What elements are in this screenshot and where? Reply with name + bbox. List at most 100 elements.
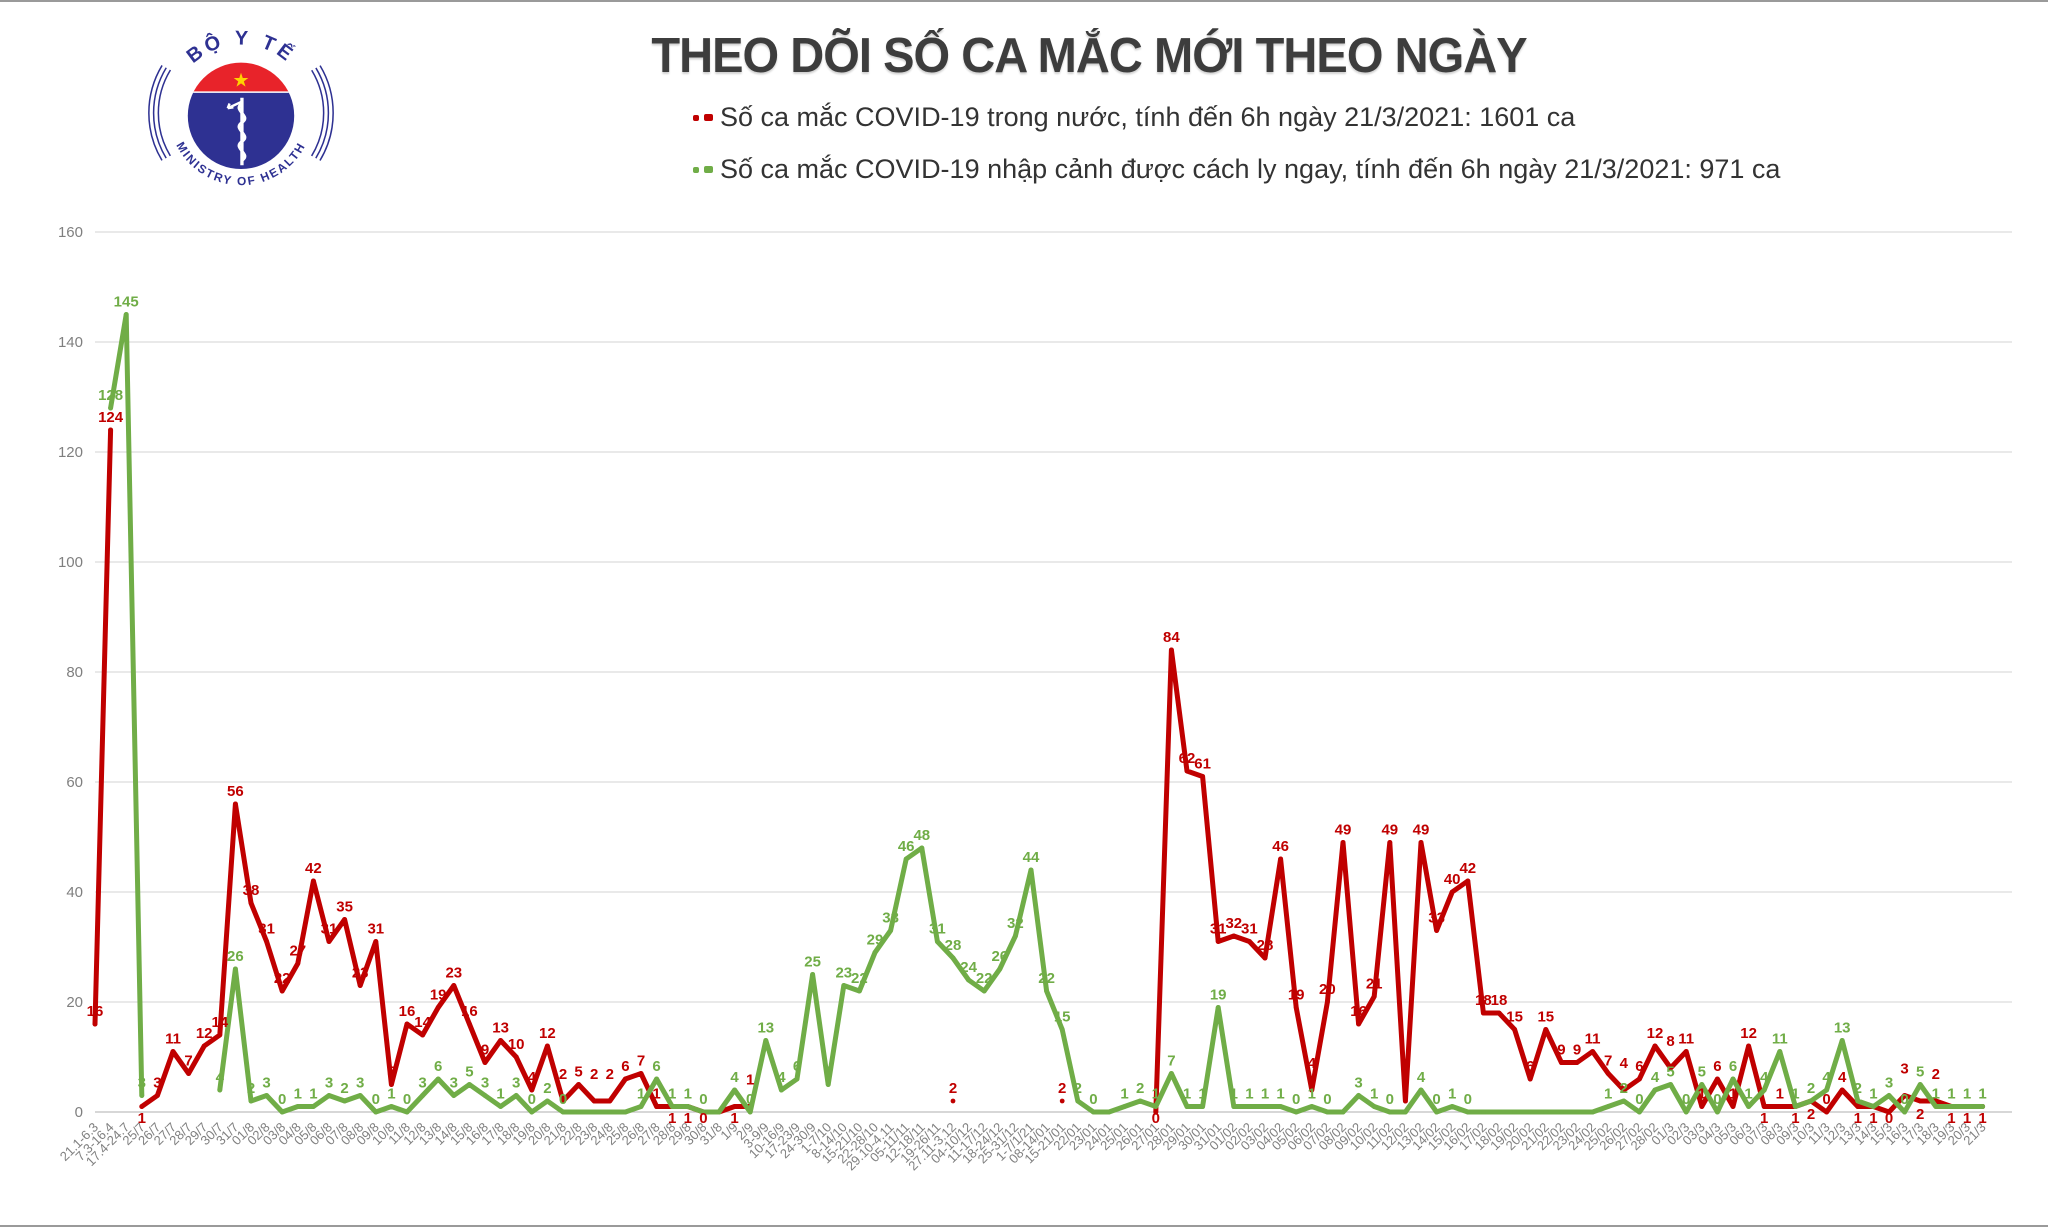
series-line-domestic bbox=[92, 427, 1986, 1115]
svg-text:2: 2 bbox=[1807, 1106, 1815, 1123]
svg-text:3: 3 bbox=[450, 1075, 458, 1092]
svg-text:16: 16 bbox=[461, 1003, 478, 1020]
svg-text:0: 0 bbox=[1089, 1091, 1097, 1108]
svg-text:0: 0 bbox=[1682, 1091, 1690, 1108]
svg-text:1: 1 bbox=[1120, 1086, 1128, 1103]
svg-text:1: 1 bbox=[1604, 1086, 1612, 1103]
svg-text:1: 1 bbox=[1869, 1110, 1877, 1127]
svg-text:1: 1 bbox=[1308, 1086, 1316, 1103]
svg-text:15: 15 bbox=[1537, 1009, 1554, 1026]
svg-text:1: 1 bbox=[1183, 1086, 1191, 1103]
svg-text:1: 1 bbox=[1791, 1110, 1799, 1127]
svg-text:35: 35 bbox=[336, 899, 353, 916]
svg-text:0: 0 bbox=[746, 1091, 754, 1108]
svg-text:31: 31 bbox=[1241, 921, 1258, 938]
svg-text:4: 4 bbox=[777, 1069, 786, 1086]
svg-text:0: 0 bbox=[1323, 1091, 1331, 1108]
svg-text:2: 2 bbox=[1807, 1080, 1815, 1097]
svg-text:0: 0 bbox=[699, 1091, 707, 1108]
svg-text:4: 4 bbox=[1838, 1069, 1847, 1086]
svg-text:0: 0 bbox=[372, 1091, 380, 1108]
svg-text:4: 4 bbox=[1308, 1055, 1317, 1072]
svg-text:11: 11 bbox=[1585, 1031, 1601, 1048]
svg-text:1: 1 bbox=[1276, 1086, 1284, 1103]
svg-text:6: 6 bbox=[652, 1058, 660, 1075]
domestic-series-marker-icon bbox=[693, 114, 713, 121]
svg-text:1: 1 bbox=[1978, 1110, 1986, 1127]
legend-item-imported: Số ca mắc COVID-19 nhập cảnh được cách l… bbox=[693, 154, 1780, 185]
svg-text:23: 23 bbox=[352, 965, 369, 982]
svg-text:1: 1 bbox=[1776, 1086, 1784, 1103]
svg-text:3: 3 bbox=[1900, 1061, 1908, 1078]
svg-text:25: 25 bbox=[804, 954, 821, 971]
svg-text:5: 5 bbox=[1666, 1064, 1674, 1081]
svg-text:18: 18 bbox=[1491, 992, 1508, 1009]
svg-text:0: 0 bbox=[1635, 1091, 1643, 1108]
svg-text:2: 2 bbox=[1136, 1080, 1144, 1097]
svg-text:4: 4 bbox=[528, 1069, 537, 1086]
svg-text:5: 5 bbox=[1916, 1064, 1924, 1081]
svg-text:42: 42 bbox=[1459, 860, 1476, 877]
svg-text:2: 2 bbox=[1854, 1080, 1862, 1097]
svg-text:1: 1 bbox=[1230, 1086, 1238, 1103]
x-axis-labels: 21.1-6.37.3-16.417.4-24.725/726/727/728/… bbox=[57, 1120, 1989, 1174]
svg-text:32: 32 bbox=[1007, 915, 1024, 932]
svg-text:1: 1 bbox=[1963, 1110, 1971, 1127]
svg-text:1: 1 bbox=[309, 1086, 317, 1103]
legend-label-imported: Số ca mắc COVID-19 nhập cảnh được cách l… bbox=[720, 154, 1781, 184]
svg-text:20: 20 bbox=[1319, 981, 1336, 998]
svg-text:0: 0 bbox=[403, 1091, 411, 1108]
svg-text:44: 44 bbox=[1023, 849, 1040, 866]
svg-text:13: 13 bbox=[492, 1020, 509, 1037]
svg-text:2: 2 bbox=[949, 1080, 957, 1097]
svg-text:4: 4 bbox=[730, 1069, 739, 1086]
svg-text:1: 1 bbox=[668, 1110, 676, 1127]
svg-text:31: 31 bbox=[258, 921, 275, 938]
svg-text:1: 1 bbox=[1963, 1086, 1971, 1103]
svg-text:32: 32 bbox=[1225, 915, 1242, 932]
svg-text:1: 1 bbox=[1947, 1086, 1955, 1103]
svg-text:0: 0 bbox=[528, 1091, 536, 1108]
y-tick-label: 100 bbox=[58, 554, 83, 571]
svg-text:9: 9 bbox=[481, 1042, 489, 1059]
svg-text:3: 3 bbox=[138, 1075, 146, 1092]
svg-text:1: 1 bbox=[1947, 1110, 1955, 1127]
svg-text:6: 6 bbox=[793, 1058, 801, 1075]
svg-text:13: 13 bbox=[1834, 1020, 1851, 1037]
svg-text:2: 2 bbox=[543, 1080, 551, 1097]
svg-text:2: 2 bbox=[1916, 1106, 1924, 1123]
svg-text:46: 46 bbox=[1272, 838, 1289, 855]
logo-decorative-arcs bbox=[148, 20, 334, 206]
svg-text:21: 21 bbox=[1366, 976, 1383, 993]
ministry-of-health-logo: BỘ Y TẾ MINISTRY OF HEALTH ★ bbox=[148, 20, 334, 206]
svg-text:1: 1 bbox=[1448, 1086, 1456, 1103]
y-tick-label: 0 bbox=[75, 1104, 83, 1121]
svg-text:2: 2 bbox=[606, 1066, 614, 1083]
svg-text:40: 40 bbox=[1444, 871, 1461, 888]
svg-text:6: 6 bbox=[621, 1058, 629, 1075]
svg-text:0: 0 bbox=[699, 1110, 707, 1127]
svg-text:6: 6 bbox=[434, 1058, 442, 1075]
svg-text:0: 0 bbox=[559, 1091, 567, 1108]
svg-text:8: 8 bbox=[1666, 1033, 1674, 1050]
svg-text:1: 1 bbox=[1370, 1086, 1378, 1103]
svg-text:14: 14 bbox=[211, 1014, 228, 1031]
svg-text:4: 4 bbox=[216, 1069, 225, 1086]
svg-text:13: 13 bbox=[757, 1020, 774, 1037]
svg-text:1: 1 bbox=[668, 1086, 676, 1103]
svg-text:23: 23 bbox=[445, 965, 462, 982]
svg-text:62: 62 bbox=[1179, 750, 1196, 767]
svg-text:1: 1 bbox=[652, 1086, 660, 1103]
svg-text:1: 1 bbox=[1932, 1086, 1940, 1103]
y-tick-label: 80 bbox=[66, 664, 83, 681]
y-tick-label: 160 bbox=[58, 224, 83, 241]
svg-text:2: 2 bbox=[1058, 1080, 1066, 1097]
y-tick-label: 120 bbox=[58, 444, 83, 461]
logo-staff-and-snake-icon bbox=[226, 97, 247, 166]
svg-text:2: 2 bbox=[1074, 1080, 1082, 1097]
svg-text:4: 4 bbox=[1651, 1069, 1660, 1086]
svg-text:4: 4 bbox=[1760, 1069, 1769, 1086]
svg-text:1: 1 bbox=[1744, 1086, 1752, 1103]
svg-text:48: 48 bbox=[913, 827, 930, 844]
